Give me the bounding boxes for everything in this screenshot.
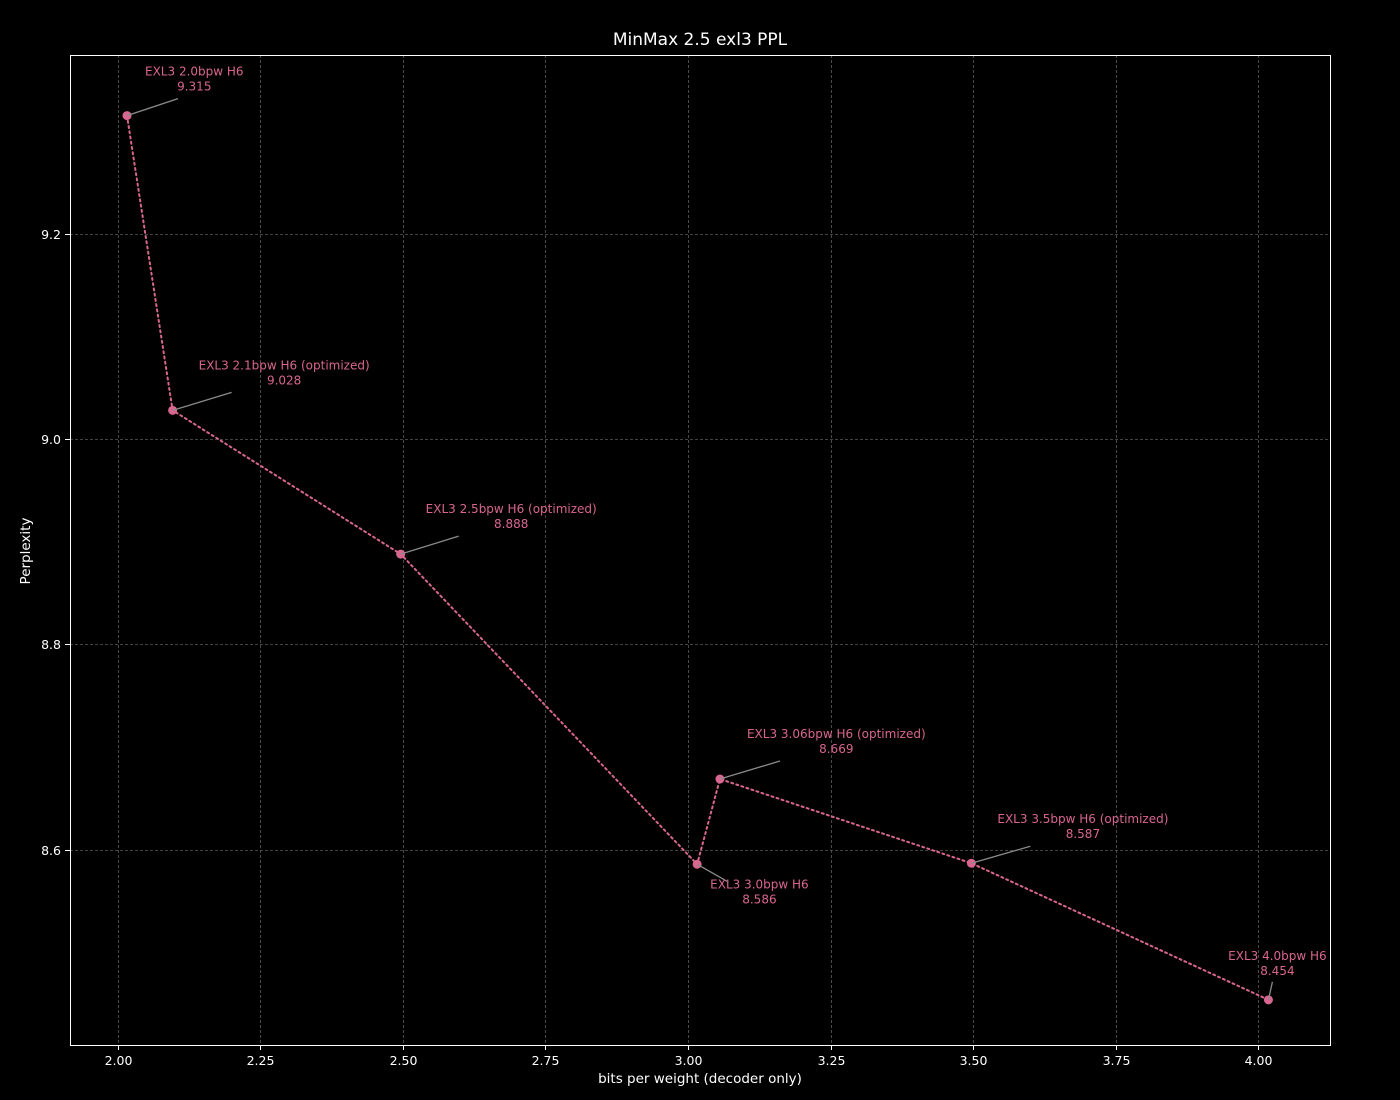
annotation-value: 8.454 (1260, 964, 1294, 978)
annotation-value: 9.315 (177, 80, 211, 94)
y-tick-label: 9.0 (41, 432, 61, 447)
x-tick-label: 3.00 (675, 1053, 703, 1068)
annotation-value: 8.669 (819, 742, 853, 756)
annotation-connector (126, 97, 179, 117)
x-tick-label: 2.50 (390, 1053, 418, 1068)
point-annotations: EXL3 2.0bpw H69.315 EXL3 2.1bpw H6 (optim… (126, 65, 1327, 1000)
annotation-label: EXL3 3.0bpw H6 (710, 877, 809, 891)
annotation-connector (1267, 981, 1274, 1000)
annotation-connector (400, 535, 459, 555)
y-tick-label: 9.2 (41, 227, 61, 242)
chart-title: MinMax 2.5 exl3 PPL (612, 30, 788, 50)
annotation-connector (172, 391, 232, 411)
annotation-label: EXL3 2.0bpw H6 (145, 65, 244, 79)
plot-frame (70, 55, 1331, 1046)
annotation-value: 8.888 (494, 517, 528, 531)
annotation-connector (971, 845, 1031, 864)
x-tick-label: 3.50 (960, 1053, 988, 1068)
annotation-value: 8.587 (1066, 827, 1100, 841)
annotation-label: EXL3 2.5bpw H6 (optimized) (426, 502, 597, 516)
x-tick-label: 2.25 (247, 1053, 275, 1068)
x-tick-label: 3.25 (818, 1053, 846, 1068)
x-axis-label: bits per weight (decoder only) (598, 1071, 802, 1087)
annotation-value: 9.028 (267, 373, 301, 387)
annotation-connector (719, 760, 781, 780)
annotation-connector (696, 863, 728, 882)
grid-lines (70, 55, 1330, 1045)
axis-ticks: 2.00 2.25 2.50 2.75 3.00 3.25 3.50 3.75 4.00 8.6 8… (41, 227, 1272, 1068)
x-tick-label: 4.00 (1245, 1053, 1273, 1068)
annotation-label: EXL3 3.06bpw H6 (optimized) (747, 727, 926, 741)
x-tick-label: 2.00 (105, 1053, 133, 1068)
x-tick-label: 2.75 (532, 1053, 560, 1068)
y-tick-label: 8.6 (41, 843, 61, 858)
annotation-value: 8.586 (742, 892, 776, 906)
annotation-label: EXL3 4.0bpw H6 (1228, 949, 1327, 963)
y-tick-label: 8.8 (41, 637, 61, 652)
annotation-label: EXL3 2.1bpw H6 (optimized) (199, 358, 370, 372)
y-axis-label: Perplexity (18, 517, 34, 585)
annotation-label: EXL3 3.5bpw H6 (optimized) (997, 812, 1168, 826)
data-series (122, 111, 1273, 1005)
x-tick-label: 3.75 (1103, 1053, 1131, 1068)
